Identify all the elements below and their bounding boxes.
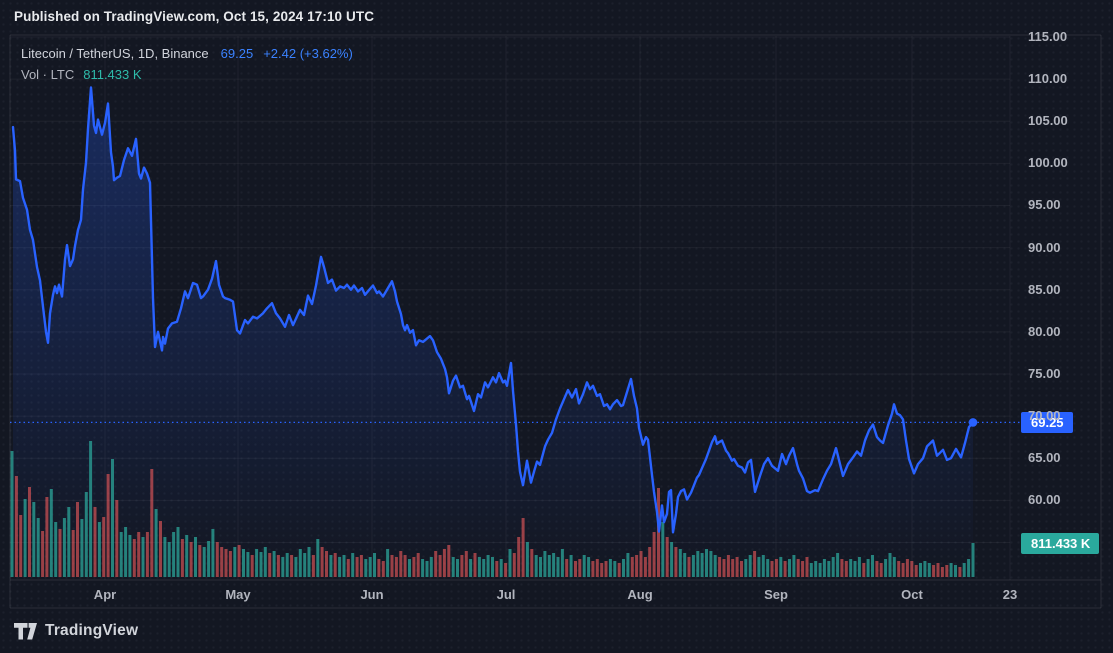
volume-bars — [10, 441, 975, 577]
time-axis-label: Jul — [496, 587, 516, 602]
tradingview-brand-text: TradingView — [45, 622, 139, 639]
price-axis-label: 115.00 — [1028, 29, 1068, 44]
price-axis-label: 70.00 — [1028, 408, 1061, 423]
price-axis-label: 60.00 — [1028, 492, 1061, 507]
tradingview-logo-icon — [14, 622, 37, 639]
time-axis-label: Aug — [627, 587, 653, 602]
price-axis-label: 110.00 — [1028, 71, 1068, 86]
time-axis-label: Sep — [764, 587, 788, 602]
price-axis-label: 75.00 — [1028, 366, 1061, 381]
time-axis-label: Oct — [901, 587, 923, 602]
tradingview-brand-link[interactable]: TradingView — [14, 622, 138, 640]
last-price-badge: 69.25 — [1021, 412, 1073, 433]
price-axis-label: 95.00 — [1028, 197, 1061, 212]
price-line — [11, 86, 975, 534]
chart-legend: Litecoin / TetherUS, 1D, Binance 69.25 +2.… — [21, 43, 353, 85]
legend-price-change: +2.42 (+3.62%) — [263, 46, 353, 61]
volume-label: Vol · LTC — [21, 67, 75, 82]
published-header: Published on TradingView.com, Oct 15, 20… — [14, 9, 375, 24]
price-area-fill — [13, 87, 973, 577]
price-axis-label: 100.00 — [1028, 155, 1068, 170]
price-axis-label: 80.00 — [1028, 324, 1061, 339]
pane-borders — [9, 34, 1102, 609]
price-axis-label: 90.00 — [1028, 240, 1061, 255]
legend-symbol-row: Litecoin / TetherUS, 1D, Binance 69.25 +2.… — [21, 43, 353, 64]
legend-last-price: 69.25 — [220, 46, 254, 61]
chart-pane[interactable] — [10, 35, 1010, 580]
time-axis[interactable] — [10, 580, 1101, 610]
price-axis-label: 105.00 — [1028, 113, 1068, 128]
volume-value: 811.433 K — [83, 67, 142, 82]
time-axis-label: Jun — [360, 587, 384, 602]
time-axis-label: 23 — [1002, 587, 1018, 602]
price-axis-label: 65.00 — [1028, 450, 1061, 465]
legend-volume-row: Vol · LTC 811.433 K — [21, 64, 353, 85]
time-axis-label: Apr — [93, 587, 117, 602]
time-axis-label: May — [225, 587, 251, 602]
symbol-title: Litecoin / TetherUS, 1D, Binance — [21, 46, 209, 61]
price-axis-label: 85.00 — [1028, 282, 1061, 297]
last-price-dot — [968, 418, 978, 427]
last-volume-badge: 811.433 K — [1021, 533, 1099, 554]
